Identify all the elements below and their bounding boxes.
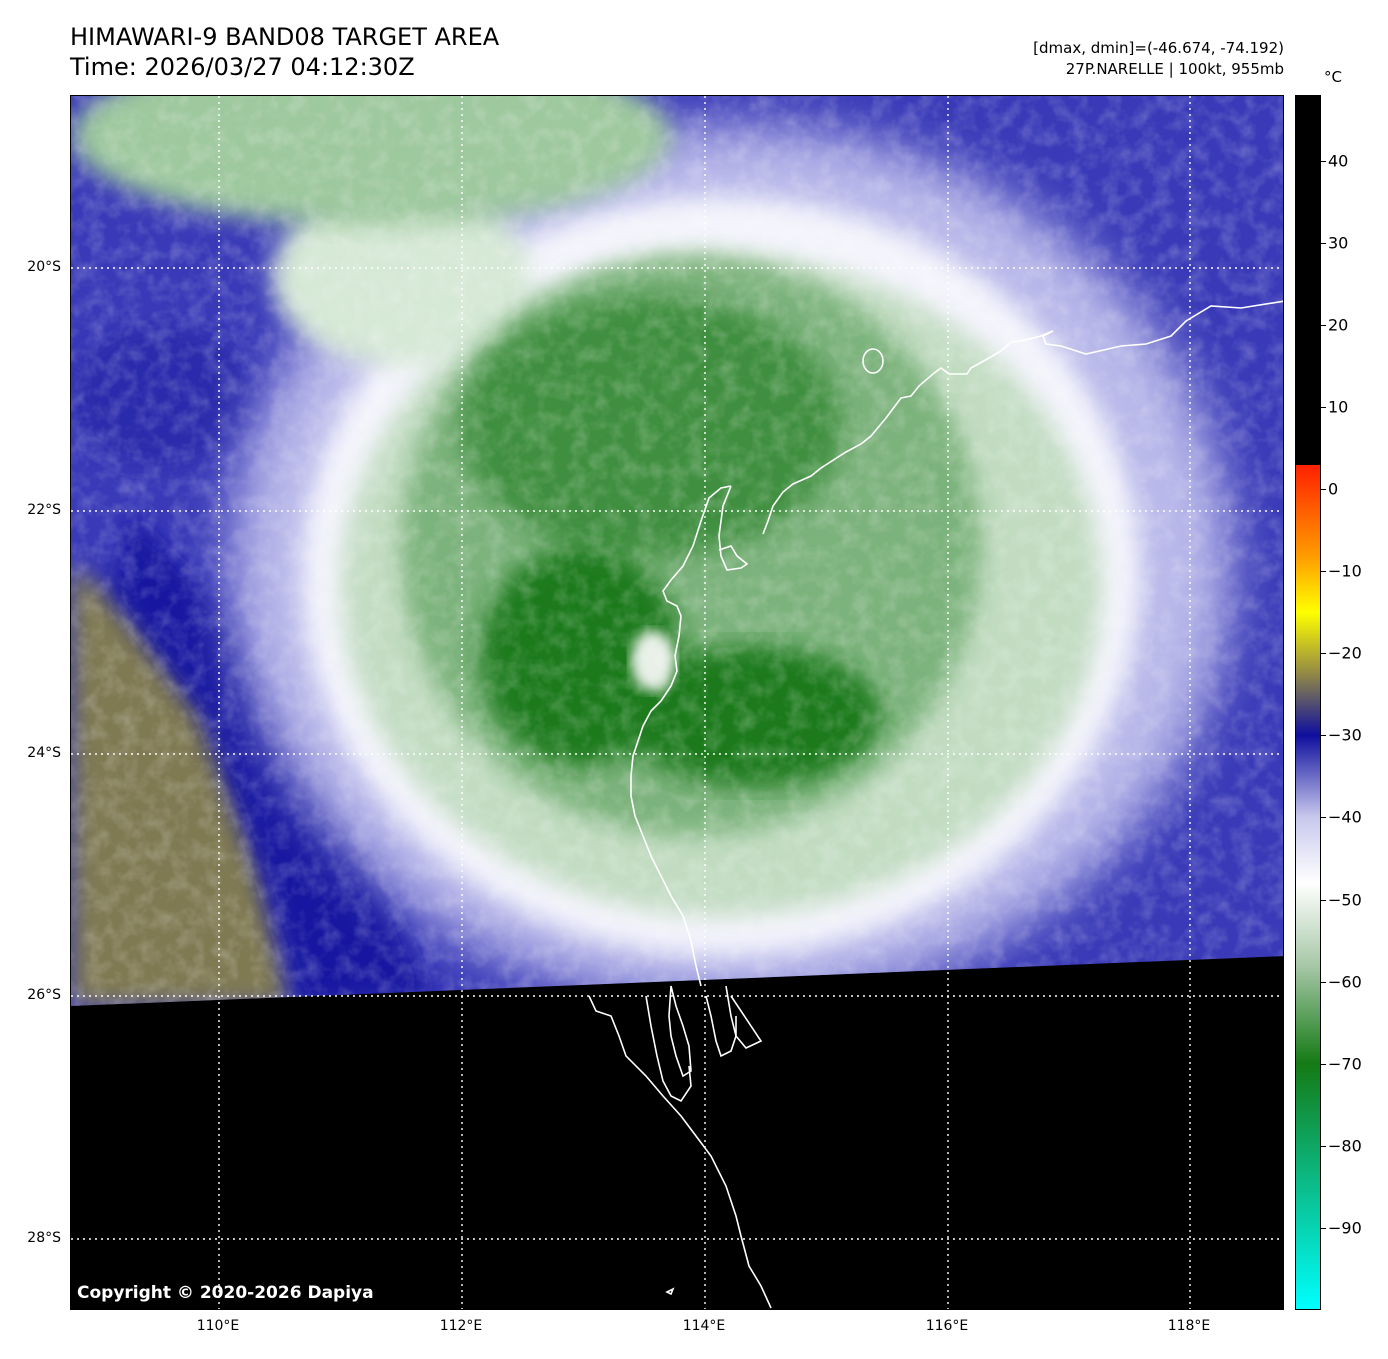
colorbar-tick <box>1321 1227 1326 1229</box>
colorbar-tick-label: −60 <box>1328 972 1362 992</box>
lat-label: 28°S <box>27 1230 61 1246</box>
colorbar-tick <box>1321 160 1326 162</box>
colorbar-tick <box>1321 571 1326 573</box>
coastline <box>588 300 1283 1309</box>
temperature-range: [dmax, dmin]=(-46.674, -74.192) <box>1033 39 1284 57</box>
lat-label: 22°S <box>27 502 61 518</box>
colorbar-tick <box>1321 324 1326 326</box>
colorbar-tick-label: −20 <box>1328 643 1362 663</box>
colorbar-tick <box>1321 899 1326 901</box>
colorbar-tick <box>1321 735 1326 737</box>
colorbar-tick-label: 20 <box>1328 315 1349 335</box>
colorbar-tick-label: 30 <box>1328 233 1349 253</box>
colorbar-tick-label: −90 <box>1328 1218 1362 1238</box>
lon-label: 118°E <box>1167 1318 1211 1334</box>
copyright-notice: Copyright © 2020-2026 Dapiya <box>77 1283 374 1303</box>
satellite-map: Copyright © 2020-2026 Dapiya <box>70 95 1284 1310</box>
colorbar-tick <box>1321 242 1326 244</box>
storm-info: 27P.NARELLE | 100kt, 955mb <box>1065 60 1284 78</box>
colorbar-tick <box>1321 817 1326 819</box>
lon-label: 114°E <box>682 1318 726 1334</box>
colorbar-tick-label: −70 <box>1328 1054 1362 1074</box>
colorbar-tick-label: −10 <box>1328 561 1362 581</box>
colorbar-tick-label: −30 <box>1328 725 1362 745</box>
colorbar <box>1295 95 1321 1310</box>
colorbar-tick <box>1321 1145 1326 1147</box>
colorbar-unit: °C <box>1324 68 1342 86</box>
colorbar-tick <box>1321 981 1326 983</box>
image-title: HIMAWARI-9 BAND08 TARGET AREA <box>70 23 500 51</box>
lat-label: 20°S <box>27 259 61 275</box>
colorbar-tick <box>1321 1063 1326 1065</box>
colorbar-tick <box>1321 653 1326 655</box>
colorbar-tick-label: 40 <box>1328 151 1349 171</box>
lon-label: 116°E <box>925 1318 969 1334</box>
colorbar-tick-label: −50 <box>1328 890 1362 910</box>
image-timestamp: Time: 2026/03/27 04:12:30Z <box>70 53 415 81</box>
colorbar-tick <box>1321 489 1326 491</box>
lon-label: 112°E <box>439 1318 483 1334</box>
colorbar-tick-label: 0 <box>1328 479 1339 499</box>
lat-label: 24°S <box>27 745 61 761</box>
graticule <box>71 96 1283 1309</box>
colorbar-tick-label: −40 <box>1328 807 1362 827</box>
colorbar-tick-label: −80 <box>1328 1136 1362 1156</box>
lat-label: 26°S <box>27 987 61 1003</box>
lon-label: 110°E <box>196 1318 240 1334</box>
satellite-imagery <box>71 96 1283 1309</box>
colorbar-tick-label: 10 <box>1328 397 1349 417</box>
colorbar-tick <box>1321 406 1326 408</box>
